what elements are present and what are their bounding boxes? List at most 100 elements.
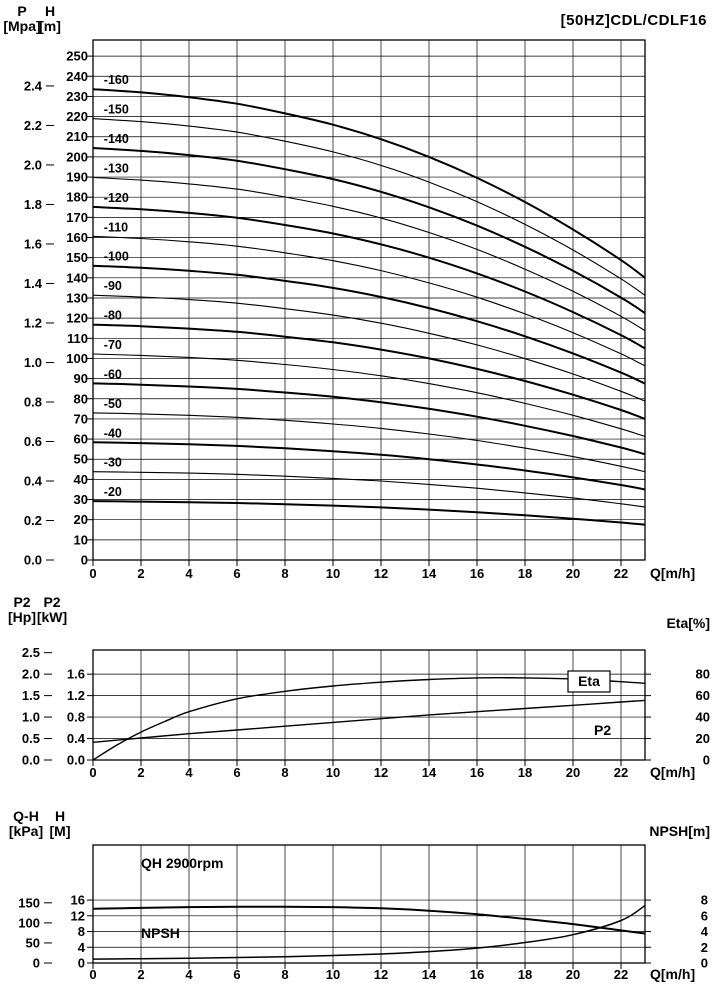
p-tick-label: 2.2: [24, 118, 42, 133]
x-tick-label: 8: [281, 765, 288, 780]
x-tick-label: 0: [89, 765, 96, 780]
hp-tick-label: 2.0: [22, 667, 40, 682]
curve-label--150: -150: [104, 103, 129, 117]
p-tick-label: 0.2: [24, 513, 42, 528]
x-tick-label: 10: [326, 967, 340, 982]
eta-tick-label: 0: [703, 753, 710, 768]
eta-tick-label: 60: [696, 688, 710, 703]
plot-border: [92, 39, 646, 561]
h-axis-name: H: [45, 3, 55, 19]
h-tick-label: 130: [66, 290, 88, 305]
chart-title: [50HZ]CDL/CDLF16: [560, 12, 707, 29]
hp-tick-label: 2.5: [22, 645, 40, 660]
p-tick-label: 0.0: [24, 553, 42, 568]
kw-tick-label: 0.4: [67, 731, 86, 746]
curve--130: [92, 176, 646, 332]
p-tick-label: 0.8: [24, 394, 42, 409]
h-tick-label: 160: [66, 230, 88, 245]
h-tick-label: 90: [74, 371, 88, 386]
kpa-axis-unit: [kPa]: [9, 823, 43, 839]
curve-label--140: -140: [104, 132, 129, 146]
x-tick-label: 12: [374, 566, 388, 581]
x-tick-label: 6: [233, 765, 240, 780]
x-tick-label: 14: [422, 967, 437, 982]
x-tick-label: 2: [137, 765, 144, 780]
hp-tick-label: 0.5: [22, 731, 40, 746]
hp-tick-label: 1.5: [22, 688, 40, 703]
x-tick-label: 0: [89, 566, 96, 581]
m-axis-name: H: [55, 808, 65, 824]
hp-axis-unit: [Hp]: [8, 609, 36, 625]
m-tick-label: 0: [78, 956, 85, 971]
p-tick-label: 1.0: [24, 355, 42, 370]
h-tick-label: 180: [66, 190, 88, 205]
curve--90: [92, 294, 646, 402]
x-tick-label: 16: [470, 967, 484, 982]
eta-axis-title: Eta[%]: [666, 615, 710, 631]
h-tick-label: 250: [66, 49, 88, 64]
p-tick-label: 2.4: [24, 78, 43, 93]
m-tick-label: 12: [71, 908, 85, 923]
h-tick-label: 70: [74, 411, 88, 426]
x-tick-label: 6: [233, 566, 240, 581]
curve-label--40: -40: [104, 426, 122, 440]
curve-npsh: [92, 904, 646, 960]
curve-label--70: -70: [104, 338, 122, 352]
x-tick-label: 22: [614, 967, 628, 982]
h-tick-label: 10: [74, 532, 88, 547]
kpa-tick-label: 150: [18, 895, 40, 910]
h-tick-label: 200: [66, 149, 88, 164]
x-tick-label: 2: [137, 566, 144, 581]
x-tick-label: 4: [185, 566, 193, 581]
eta-tick-label: 80: [696, 667, 710, 682]
x-tick-label: 22: [614, 765, 628, 780]
p-tick-label: 1.2: [24, 315, 42, 330]
x-tick-label: 18: [518, 566, 532, 581]
h-tick-label: 80: [74, 391, 88, 406]
curve-label--160: -160: [104, 73, 129, 87]
curve--160: [92, 88, 646, 279]
curve-label--20: -20: [104, 485, 122, 499]
x-tick-label: 0: [89, 967, 96, 982]
h-tick-label: 20: [74, 512, 88, 527]
h-tick-label: 100: [66, 351, 88, 366]
curve-label--120: -120: [104, 191, 129, 205]
hp-tick-label: 1.0: [22, 710, 40, 725]
p-tick-label: 0.4: [24, 473, 43, 488]
x-tick-label: 14: [422, 765, 437, 780]
curve-p2: [92, 699, 646, 743]
h-tick-label: 60: [74, 432, 88, 447]
h-axis-unit: [m]: [39, 18, 61, 34]
curve--150: [92, 118, 646, 296]
curve--50: [92, 412, 646, 473]
x-tick-label: 20: [566, 765, 580, 780]
curve--140: [92, 147, 646, 314]
kw-axis-unit: [kW]: [37, 609, 67, 625]
plot-border: [92, 844, 646, 964]
x-tick-label: 22: [614, 566, 628, 581]
x-tick-label: 8: [281, 967, 288, 982]
h-tick-label: 150: [66, 250, 88, 265]
eta-tick-label: 40: [696, 710, 710, 725]
p-tick-label: 1.8: [24, 197, 42, 212]
x-tick-label: 12: [374, 967, 388, 982]
curve-label--50: -50: [104, 397, 122, 411]
m-tick-label: 4: [78, 940, 86, 955]
p-tick-label: 2.0: [24, 157, 42, 172]
x-tick-label: 6: [233, 967, 240, 982]
m-tick-label: 16: [71, 893, 85, 908]
eta-tick-label: 20: [696, 731, 710, 746]
h-tick-label: 240: [66, 69, 88, 84]
kw-tick-label: 0.0: [67, 753, 85, 768]
curve-label--110: -110: [104, 220, 128, 234]
m-tick-label: 8: [78, 924, 85, 939]
curve--20: [92, 500, 646, 526]
curve-label--80: -80: [104, 309, 122, 323]
curve--40: [92, 441, 646, 491]
x-tick-label: 10: [326, 765, 340, 780]
kw-axis-name: P2: [43, 595, 60, 610]
kw-tick-label: 0.8: [67, 710, 85, 725]
p-axis-name: P: [17, 3, 26, 19]
